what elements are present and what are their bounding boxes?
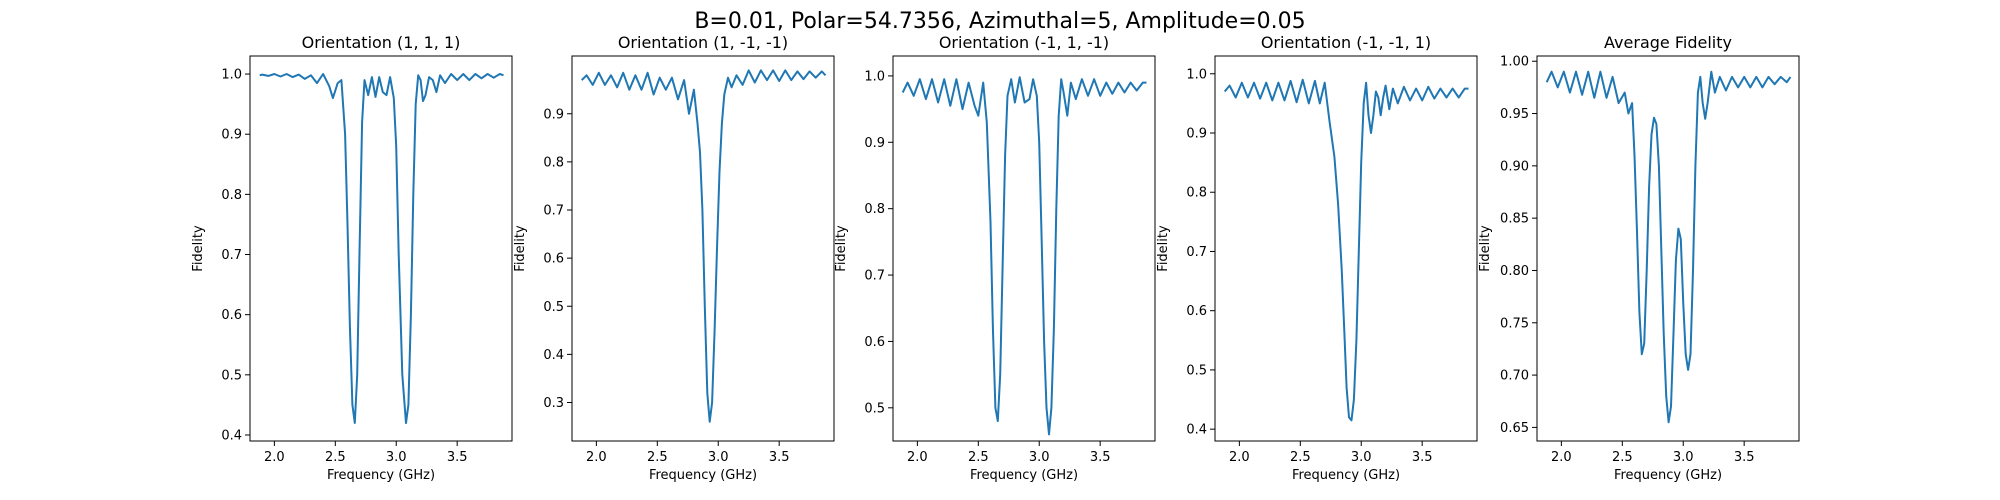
y-tick-label: 0.5 (1186, 363, 1207, 378)
x-tick-label: 3.5 (1090, 450, 1111, 465)
y-tick-label: 1.0 (221, 68, 242, 83)
y-axis-label: Fidelity (1478, 225, 1493, 272)
x-tick-label: 3.5 (1412, 450, 1433, 465)
y-tick-label: 1.00 (1500, 55, 1529, 70)
panels: 2.0 2.5 3.0 3.5 0.4 0.5 0.6 0.7 0.8 0.9 1.0 Orienta… (191, 33, 1800, 483)
y-tick-label: 0.8 (864, 202, 885, 217)
y-tick-label: 0.8 (1186, 186, 1207, 201)
x-axis-label: Frequency (GHz) (970, 468, 1078, 483)
x-tick-label: 2.0 (907, 450, 928, 465)
y-tick-label: 0.85 (1500, 212, 1529, 227)
x-axis-label: Frequency (GHz) (649, 468, 757, 483)
series-line-2-1 (581, 69, 827, 423)
y-tick-label: 1.0 (864, 69, 885, 84)
chart-title: Average Fidelity (1604, 33, 1732, 52)
x-tick-label: 3.0 (1351, 450, 1372, 465)
y-tick-label: 0.7 (221, 248, 242, 263)
y-tick-label: 0.9 (864, 136, 885, 151)
chart-title: Orientation (1, 1, 1) (302, 33, 461, 52)
x-tick-label: 2.5 (647, 450, 668, 465)
y-tick-label: 0.3 (543, 396, 564, 411)
x-tick-label: 3.5 (1734, 450, 1755, 465)
x-tick-label: 3.5 (447, 450, 468, 465)
y-tick-label: 0.6 (1186, 304, 1207, 319)
y-tick-label: 0.70 (1500, 369, 1529, 384)
y-axis-label: Fidelity (1156, 225, 1171, 272)
y-tick-label: 0.6 (221, 308, 242, 323)
y-tick-label: 0.5 (864, 401, 885, 416)
chart-title: Orientation (1, -1, -1) (618, 33, 788, 52)
series-line-3-1 (901, 76, 1147, 436)
axes-frame (1214, 55, 1478, 442)
x-tick-label: 2.5 (325, 450, 346, 465)
x-tick-label: 2.5 (1612, 450, 1633, 465)
series-line-1-1 (259, 73, 504, 424)
axes-frame (1536, 55, 1800, 442)
x-tick-label: 2.0 (1551, 450, 1572, 465)
y-axis-label: Fidelity (191, 225, 206, 272)
y-tick-label: 0.4 (221, 428, 242, 443)
y-tick-label: 0.7 (864, 269, 885, 284)
y-tick-label: 0.9 (221, 128, 242, 143)
chart-title: Orientation (-1, -1, 1) (1261, 33, 1431, 52)
x-tick-label: 3.5 (769, 450, 790, 465)
figure-title: B=0.01, Polar=54.7356, Azimuthal=5, Ampl… (694, 9, 1305, 34)
y-tick-label: 0.8 (221, 188, 242, 203)
y-tick-label: 0.95 (1500, 107, 1529, 122)
x-tick-label: 2.0 (586, 450, 607, 465)
chart-title: Orientation (-1, 1, -1) (939, 33, 1109, 52)
y-tick-label: 0.75 (1500, 316, 1529, 331)
y-tick-label: 0.9 (543, 107, 564, 122)
series-line-4-1 (1223, 78, 1469, 422)
x-tick-label: 3.0 (1673, 450, 1694, 465)
x-tick-label: 2.0 (1229, 450, 1250, 465)
x-axis-label: Frequency (GHz) (1614, 468, 1722, 483)
axes-frame (571, 55, 835, 442)
x-tick-label: 3.0 (386, 450, 407, 465)
x-tick-label: 2.5 (1290, 450, 1311, 465)
chart-panel-2: 2.0 2.5 3.0 3.5 0.3 0.4 0.5 0.6 0.7 0.8 0.9 Orienta… (513, 33, 835, 483)
chart-panel-4: 2.0 2.5 3.0 3.5 0.4 0.5 0.6 0.7 0.8 0.9 1.0 Orienta… (1156, 33, 1478, 483)
chart-panel-3: 2.0 2.5 3.0 3.5 0.5 0.6 0.7 0.8 0.9 1.0 Orientatio… (834, 33, 1156, 483)
y-tick-label: 0.6 (864, 335, 885, 350)
y-tick-label: 0.5 (221, 368, 242, 383)
x-tick-label: 2.0 (264, 450, 285, 465)
y-tick-label: 0.7 (543, 204, 564, 219)
axes-frame (892, 55, 1156, 442)
x-tick-label: 3.0 (708, 450, 729, 465)
x-tick-label: 2.5 (968, 450, 989, 465)
x-axis-label: Frequency (GHz) (1292, 468, 1400, 483)
y-tick-label: 0.6 (543, 252, 564, 267)
y-tick-label: 0.4 (1186, 423, 1207, 438)
y-tick-label: 0.80 (1500, 264, 1529, 279)
y-tick-label: 0.5 (543, 300, 564, 315)
x-axis-label: Frequency (GHz) (327, 468, 435, 483)
y-tick-label: 0.8 (543, 155, 564, 170)
y-tick-label: 0.9 (1186, 127, 1207, 142)
y-tick-label: 0.90 (1500, 159, 1529, 174)
y-axis-label: Fidelity (513, 225, 528, 272)
chart-panel-1: 2.0 2.5 3.0 3.5 0.4 0.5 0.6 0.7 0.8 0.9 1.0 Orienta… (191, 33, 513, 483)
y-tick-label: 0.65 (1500, 421, 1529, 436)
series-line-5-1 (1545, 70, 1792, 424)
y-tick-label: 1.0 (1186, 67, 1207, 82)
y-tick-label: 0.4 (543, 348, 564, 363)
y-axis-label: Fidelity (834, 225, 849, 272)
y-tick-label: 0.7 (1186, 245, 1207, 260)
chart-panel-5: 2.0 2.5 3.0 3.5 0.65 0.70 0.75 0.80 0.85 0.90 0.95… (1478, 33, 1800, 483)
x-tick-label: 3.0 (1029, 450, 1050, 465)
axes-frame (249, 55, 513, 442)
